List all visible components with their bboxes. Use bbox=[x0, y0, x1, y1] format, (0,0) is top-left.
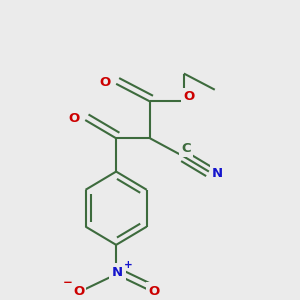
Text: O: O bbox=[148, 285, 159, 298]
Text: N: N bbox=[212, 167, 223, 179]
Text: −: − bbox=[63, 276, 73, 289]
Text: O: O bbox=[73, 285, 84, 298]
Text: +: + bbox=[124, 260, 132, 271]
Text: O: O bbox=[184, 90, 195, 103]
Text: N: N bbox=[112, 266, 123, 279]
Text: C: C bbox=[182, 142, 191, 155]
Text: O: O bbox=[99, 76, 111, 89]
Text: O: O bbox=[68, 112, 80, 125]
